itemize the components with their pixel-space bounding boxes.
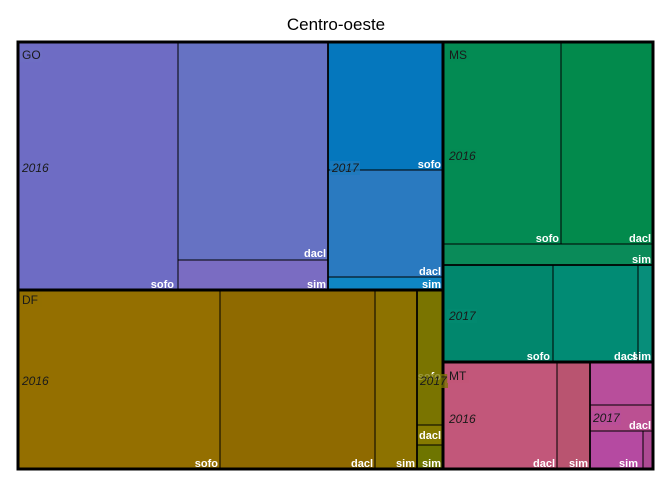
treemap-cell-ms-2016-dacl [560, 41, 654, 245]
year-label-2016: 2016 [448, 149, 476, 163]
treemap-cell-ms-2016-sim [442, 243, 654, 266]
year-label-2016: 2016 [448, 412, 476, 426]
item-label-dacl: dacl [614, 351, 636, 363]
label-background [591, 411, 621, 425]
treemap-cell-go-2017-sofo [327, 41, 444, 171]
label-background [20, 374, 50, 388]
year-label-2017: 2017 [448, 309, 477, 323]
label-background [447, 149, 477, 163]
item-label-sim: sim [396, 458, 415, 470]
treemap-cell-ms-2017-sim [637, 264, 654, 363]
item-label-sim: sim [307, 279, 326, 291]
item-label-dacl: dacl [629, 233, 651, 245]
item-label-dacl: dacl [304, 248, 326, 260]
item-label-sim: sim [422, 279, 441, 291]
chart-title: Centro-oeste [286, 15, 386, 34]
item-label-sim: sim [619, 458, 638, 470]
item-label-sim: sim [422, 458, 441, 470]
label-background [20, 161, 50, 175]
region-label-mt: MT [449, 369, 467, 383]
item-label-sofo: sofo [536, 233, 560, 245]
treemap-cell-go-2016-sim [177, 259, 329, 291]
label-background [20, 292, 42, 307]
label-background [447, 309, 477, 323]
label-background [418, 374, 448, 388]
item-label-dacl: dacl [629, 420, 651, 432]
region-border-mt [441, 360, 655, 471]
item-label-sofo: sofo [418, 159, 442, 171]
treemap-cell-mt-2016-sim [556, 361, 591, 470]
year-label-2017: 2017 [331, 161, 360, 175]
label-background [447, 47, 469, 62]
item-label-sofo: sofo [151, 279, 175, 291]
treemap-cell-df-2016-dacl [374, 289, 418, 470]
label-background [330, 161, 360, 175]
treemap-cell-ms-2016-sofo [442, 41, 562, 245]
region-label-ms: MS [449, 48, 467, 62]
item-label-dacl: dacl [351, 458, 373, 470]
item-label-sim: sim [569, 458, 588, 470]
year-label-2017: 2017 [592, 411, 621, 425]
treemap-cell-df-2017-sofo [416, 289, 444, 426]
item-label-sofo: sofo [527, 351, 551, 363]
treemap-cell-df-2016-sofo [219, 289, 376, 470]
label-background [447, 368, 469, 383]
item-label-sim: sim [632, 351, 651, 363]
region-label-df: DF [22, 293, 38, 307]
item-label-sim: sim [632, 254, 651, 266]
item-label-dacl: dacl [419, 430, 441, 442]
label-background [447, 412, 477, 426]
treemap-cell-ms-2017-dacl [552, 264, 639, 363]
year-label-2016: 2016 [21, 374, 49, 388]
treemap-cell-mt-2017-0 [589, 361, 654, 406]
treemap-cell-df-2017-sim [416, 444, 444, 470]
region-label-go: GO [22, 48, 41, 62]
year-label-2016: 2016 [21, 161, 49, 175]
item-label-dacl: dacl [533, 458, 555, 470]
year-label-2017: 2017 [419, 374, 448, 388]
label-background [20, 47, 42, 62]
item-label-sofo: sofo [195, 458, 219, 470]
item-label-dacl: dacl [419, 266, 441, 278]
treemap-cell-go-2016-dacl [177, 41, 329, 261]
treemap-cell-go-2017-dacl [327, 169, 444, 278]
